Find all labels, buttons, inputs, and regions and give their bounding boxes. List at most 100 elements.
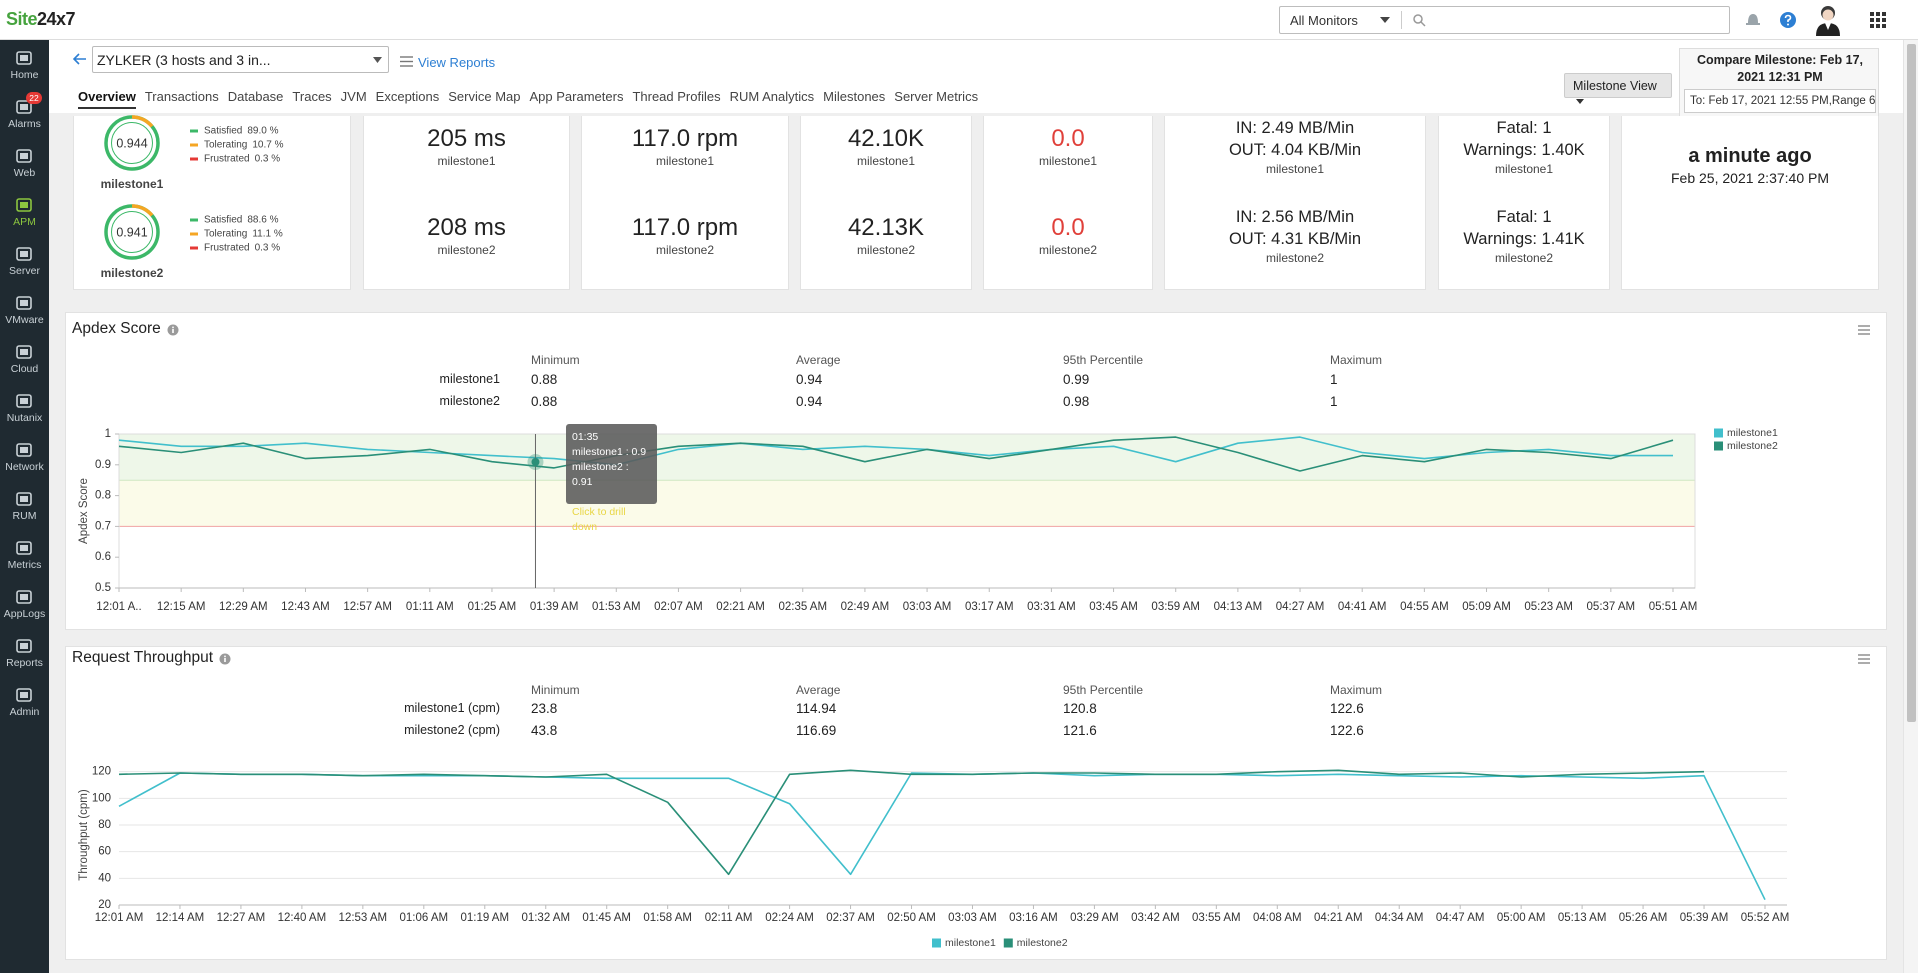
info-shape xyxy=(224,658,226,662)
card-row: Fatal: 1 Warnings: 1.40K milestone1 xyxy=(1439,117,1609,177)
info-icon[interactable] xyxy=(167,324,179,336)
view-reports-link[interactable]: View Reports xyxy=(418,55,496,70)
monitor-name: ZYLKER (3 hosts and 3 in... xyxy=(97,52,271,68)
nav-label: VMware xyxy=(5,314,44,326)
nav-item[interactable]: Server xyxy=(0,241,49,285)
monitor-filter[interactable]: All Monitors xyxy=(1279,6,1730,34)
notification-icon[interactable] xyxy=(1745,11,1761,28)
stat-value: 23.8 xyxy=(531,701,558,716)
card-label: milestone2 xyxy=(655,243,715,257)
stat-header: Average xyxy=(796,683,841,697)
logo[interactable]: Site24x7 xyxy=(6,9,76,30)
decoration xyxy=(1576,99,1584,104)
stat-value: 0.88 xyxy=(531,394,558,409)
stat-value: 0.94 xyxy=(796,394,823,409)
tab[interactable]: Thread Profiles xyxy=(632,89,721,104)
nav-item[interactable]: Admin xyxy=(0,682,49,726)
tab[interactable]: App Parameters xyxy=(529,89,624,104)
card-value: a minute ago xyxy=(1688,145,1812,167)
tab[interactable]: Service Map xyxy=(448,89,521,104)
throughput-panel xyxy=(65,646,1887,960)
nav-icon xyxy=(16,590,32,604)
decoration xyxy=(1825,23,1831,30)
nav-item[interactable]: VMware xyxy=(0,290,49,334)
stat-value: 122.6 xyxy=(1330,723,1364,738)
card-value: 42.13K xyxy=(847,214,925,241)
icon-shape xyxy=(20,251,28,257)
tab[interactable]: Server Metrics xyxy=(894,89,979,104)
nav-item[interactable]: Nutanix xyxy=(0,388,49,432)
card-label: milestone2 xyxy=(856,243,916,257)
scrollbar-thumb[interactable] xyxy=(1907,44,1916,722)
sidebar: Home Alarms 22 Web APM Server VMware Cloud Nutan… xyxy=(0,40,49,973)
nav-label: Server xyxy=(9,265,40,277)
card-value: Feb 25, 2021 2:37:40 PM xyxy=(1671,170,1829,186)
decoration xyxy=(1380,17,1390,23)
compare-to[interactable]: To: Feb 17, 2021 12:55 PM,Range 6 xyxy=(1684,89,1876,113)
card-row: 117.0 rpm milestone1 xyxy=(582,125,788,169)
card-value: IN: 2.49 MB/Min xyxy=(1235,119,1355,137)
decoration xyxy=(1876,24,1880,28)
card-label: milestone2 xyxy=(1494,251,1554,265)
tab[interactable]: Overview xyxy=(78,89,136,109)
stat-value: 1 xyxy=(1330,394,1338,409)
tab[interactable]: Traces xyxy=(292,89,332,104)
card-row: IN: 2.56 MB/Min OUT: 4.31 KB/Min milestone… xyxy=(1165,206,1425,266)
nav-icon xyxy=(16,149,32,163)
card-value: OUT: 4.04 KB/Min xyxy=(1228,141,1362,159)
decoration xyxy=(1748,14,1758,23)
stat-value: 43.8 xyxy=(531,723,558,738)
apps-icon[interactable] xyxy=(1870,12,1886,28)
tooltip-action: Click to drill down xyxy=(572,506,626,533)
info-icon[interactable] xyxy=(219,653,231,665)
panel-menu[interactable] xyxy=(1858,654,1870,664)
monitor-select[interactable]: ZYLKER (3 hosts and 3 in... xyxy=(92,46,389,73)
tab[interactable]: Exceptions xyxy=(375,89,440,104)
tab[interactable]: RUM Analytics xyxy=(729,89,815,104)
tab[interactable]: Transactions xyxy=(144,89,219,104)
nav-item[interactable]: Web xyxy=(0,143,49,187)
back-arrow[interactable] xyxy=(73,53,87,65)
panel-menu[interactable] xyxy=(1858,325,1870,335)
icon-shape xyxy=(16,198,32,212)
user-avatar[interactable] xyxy=(1814,3,1842,36)
card-row: 205 ms milestone1 xyxy=(364,125,569,169)
icon-shape xyxy=(16,394,32,408)
help-icon[interactable] xyxy=(1779,11,1797,29)
filter-select[interactable]: All Monitors xyxy=(1290,13,1358,28)
card-label: milestone1 xyxy=(1265,162,1325,176)
top-bar: Site24x7 All Monitors xyxy=(0,0,1918,40)
card-value: Fatal: 1 xyxy=(1496,119,1552,137)
milestone-view-button[interactable]: Milestone View xyxy=(1564,73,1672,104)
nav-item[interactable]: Reports xyxy=(0,633,49,677)
summary-card: 117.0 rpm milestone1 117.0 rpm milestone2 xyxy=(581,116,789,290)
nav-item[interactable]: AppLogs xyxy=(0,584,49,628)
nav-item[interactable]: Home xyxy=(0,45,49,89)
nav-icon xyxy=(16,688,32,702)
card-label: milestone2 xyxy=(437,243,496,257)
nav-item[interactable]: Alarms 22 xyxy=(0,92,49,138)
tab[interactable]: JVM xyxy=(340,89,367,104)
card-row: Fatal: 1 Warnings: 1.41K milestone2 xyxy=(1439,206,1609,266)
nav-item[interactable]: APM xyxy=(0,192,49,236)
search-icon[interactable] xyxy=(1413,14,1426,27)
tab[interactable]: Database xyxy=(227,89,284,104)
stat-value: 116.69 xyxy=(796,723,837,738)
nav-item[interactable]: Metrics xyxy=(0,535,49,579)
nav-item[interactable]: RUM xyxy=(0,486,49,530)
stat-value: 121.6 xyxy=(1063,723,1097,738)
tab[interactable]: Milestones xyxy=(823,89,886,104)
stat-value: 0.94 xyxy=(796,372,823,387)
nav-icon xyxy=(16,345,32,359)
caret xyxy=(1576,99,1584,104)
stat-value: 0.88 xyxy=(531,372,558,387)
nav-item[interactable]: Network xyxy=(0,437,49,481)
nav-item[interactable]: Cloud xyxy=(0,339,49,383)
nav-icon xyxy=(16,639,32,653)
card-label: milestone1 xyxy=(1494,162,1554,176)
chart-tooltip[interactable]: 01:35 milestone1 : 0.9 milestone2 : 0.91… xyxy=(566,424,657,533)
stat-value: 1 xyxy=(1330,372,1338,387)
decoration xyxy=(1787,23,1789,26)
decoration xyxy=(1870,24,1874,28)
